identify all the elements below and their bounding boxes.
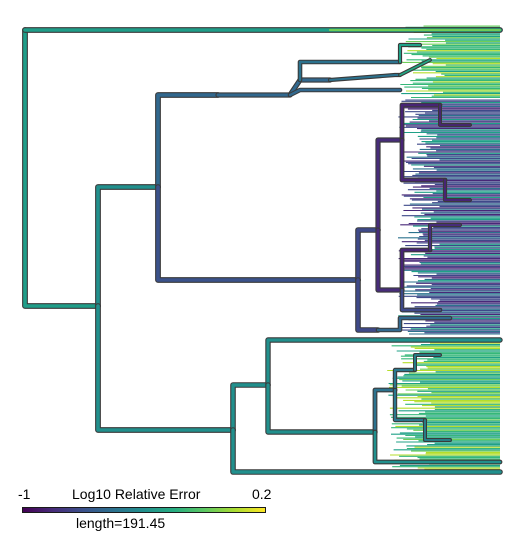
- tree-branch-26: [355, 277, 381, 333]
- legend-max-label: 0.2: [252, 486, 272, 502]
- tree-branch-41: [376, 316, 452, 332]
- tree-branch-1: [23, 28, 100, 308]
- tree-branch-12: [215, 77, 333, 98]
- tree-branch-6: [95, 303, 236, 433]
- tree-branch-45: [429, 224, 461, 251]
- tree-branch-61: [393, 368, 417, 392]
- legend-colorbar: [22, 507, 266, 513]
- tree-branch-28: [375, 137, 405, 233]
- tree-branch-25: [356, 228, 380, 282]
- tree-branch-7: [96, 304, 235, 432]
- tree-branch-4: [95, 184, 161, 309]
- tree-branch-55: [266, 383, 377, 434]
- tree-branch-11: [156, 185, 360, 282]
- tree-branch-33: [400, 103, 442, 142]
- tree-branch-29: [376, 138, 404, 232]
- tree-branch-23: [399, 59, 431, 76]
- tree-branch-57: [373, 388, 397, 434]
- tree-branch-56: [372, 387, 398, 435]
- tree-branch-51: [231, 428, 502, 474]
- tree-branch-43: [444, 179, 471, 201]
- tree-branch-9: [156, 93, 220, 189]
- tree-branch-62: [392, 387, 428, 423]
- tree-branch-24: [355, 227, 381, 283]
- tree-branch-30: [375, 227, 405, 293]
- scale-length-label: length=191.45: [76, 515, 166, 531]
- branch-layer: [22, 27, 503, 475]
- tree-branch-8: [155, 92, 221, 190]
- tree-branch-53: [266, 338, 502, 387]
- tree-branch-15: [288, 88, 402, 97]
- legend-title: Log10 Relative Error: [72, 486, 201, 502]
- tree-branch-31: [376, 228, 404, 292]
- tree-branch-65: [414, 354, 441, 371]
- tree-branch-47: [439, 104, 471, 126]
- tree-branch-39: [400, 288, 442, 312]
- tree-branch-13: [216, 78, 332, 97]
- tree-branch-63: [393, 388, 427, 422]
- tree-branch-67: [424, 419, 451, 441]
- tree-branch-17: [298, 60, 402, 82]
- tree-branch-10: [155, 184, 361, 283]
- tree-branch-59: [373, 430, 502, 464]
- tree-branch-21: [399, 44, 421, 63]
- tree-branch-37: [400, 248, 432, 292]
- tree-branch-49: [231, 383, 270, 432]
- tree-branch-27: [356, 278, 380, 332]
- tree-branch-5: [96, 185, 160, 308]
- tree-branch-48: [230, 382, 271, 433]
- tree-branch-0: [22, 27, 101, 309]
- legend-min-label: -1: [18, 486, 31, 502]
- tree-branch-54: [265, 382, 378, 435]
- tree-branch-35: [400, 138, 447, 182]
